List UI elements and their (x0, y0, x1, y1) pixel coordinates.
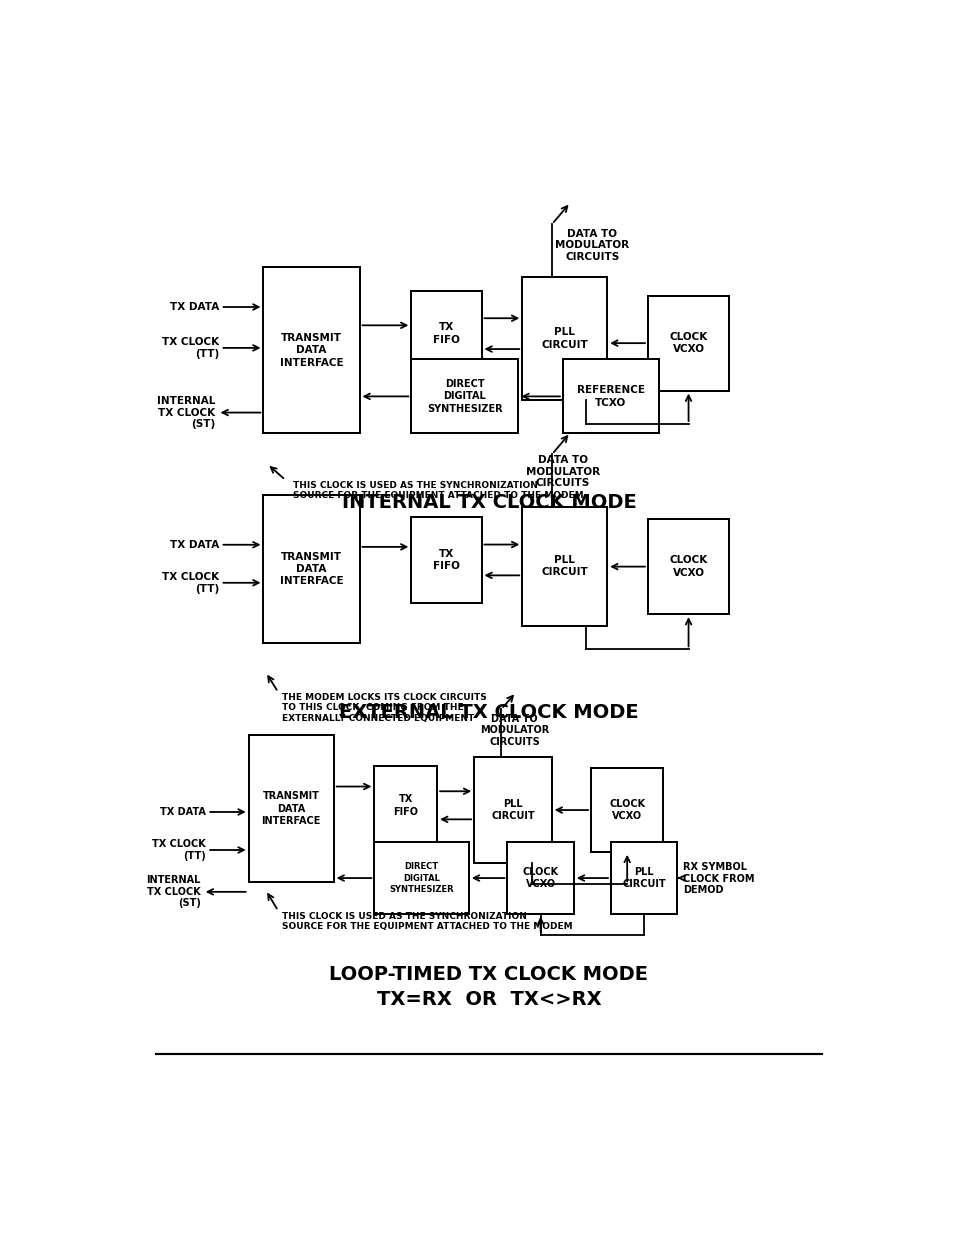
Text: TX
FIFO: TX FIFO (433, 548, 459, 571)
Text: INTERNAL TX CLOCK MODE: INTERNAL TX CLOCK MODE (341, 494, 636, 513)
Bar (590, 768, 662, 852)
Text: LOOP-TIMED TX CLOCK MODE
TX=RX  OR  TX<>RX: LOOP-TIMED TX CLOCK MODE TX=RX OR TX<>RX (329, 965, 648, 1009)
Text: CLOCK
VCXO: CLOCK VCXO (522, 867, 558, 889)
Bar (263, 267, 359, 433)
Text: TX DATA: TX DATA (170, 540, 219, 550)
Text: TX
FIFO: TX FIFO (433, 322, 459, 345)
Text: DATA TO
MODULATOR
CIRCUITS: DATA TO MODULATOR CIRCUITS (525, 454, 599, 488)
Bar (374, 842, 469, 914)
Text: THIS CLOCK IS USED AS THE SYNCHRONIZATION
SOURCE FOR THE EQUIPMENT ATTACHED TO T: THIS CLOCK IS USED AS THE SYNCHRONIZATIO… (282, 911, 572, 931)
Text: DIRECT
DIGITAL
SYNTHESIZER: DIRECT DIGITAL SYNTHESIZER (427, 379, 502, 414)
Text: REFERENCE
TCXO: REFERENCE TCXO (577, 385, 644, 408)
Bar (411, 291, 481, 377)
Text: RX SYMBOL
CLOCK FROM
DEMOD: RX SYMBOL CLOCK FROM DEMOD (682, 862, 753, 895)
Text: PLL
CIRCUIT: PLL CIRCUIT (540, 327, 587, 350)
Bar (647, 519, 728, 614)
Text: INTERNAL
TX CLOCK
(ST): INTERNAL TX CLOCK (ST) (146, 876, 200, 909)
Bar (374, 766, 436, 845)
Text: PLL
CIRCUIT: PLL CIRCUIT (491, 799, 535, 821)
Text: THE MODEM LOCKS ITS CLOCK CIRCUITS
TO THIS CLOCK, COMING FROM THE
EXTERNALLY CON: THE MODEM LOCKS ITS CLOCK CIRCUITS TO TH… (282, 693, 486, 722)
Text: TRANSMIT
DATA
INTERFACE: TRANSMIT DATA INTERFACE (261, 792, 320, 826)
Bar (411, 517, 481, 603)
Bar (249, 735, 334, 882)
Text: CLOCK
VCXO: CLOCK VCXO (669, 556, 707, 578)
Bar (263, 495, 359, 642)
Text: CLOCK
VCXO: CLOCK VCXO (608, 799, 644, 821)
Text: TX CLOCK
(TT): TX CLOCK (TT) (162, 337, 219, 358)
Text: PLL
CIRCUIT: PLL CIRCUIT (621, 867, 665, 889)
Text: TX CLOCK
(TT): TX CLOCK (TT) (152, 840, 206, 861)
Text: PLL
CIRCUIT: PLL CIRCUIT (540, 555, 587, 577)
Text: TX
FIFO: TX FIFO (393, 794, 417, 816)
Text: TX DATA: TX DATA (160, 806, 206, 818)
Bar (474, 757, 551, 863)
Text: EXTERNAL TX CLOCK MODE: EXTERNAL TX CLOCK MODE (338, 703, 639, 721)
Bar (411, 359, 518, 433)
Text: CLOCK
VCXO: CLOCK VCXO (669, 332, 707, 354)
Text: TRANSMIT
DATA
INTERFACE: TRANSMIT DATA INTERFACE (279, 333, 343, 368)
Text: TX CLOCK
(TT): TX CLOCK (TT) (162, 572, 219, 594)
Bar (521, 506, 607, 626)
Text: THIS CLOCK IS USED AS THE SYNCHRONIZATION
SOURCE FOR THE EQUIPMENT ATTACHED TO T: THIS CLOCK IS USED AS THE SYNCHRONIZATIO… (293, 482, 583, 500)
Text: DIRECT
DIGITAL
SYNTHESIZER: DIRECT DIGITAL SYNTHESIZER (389, 862, 454, 894)
Bar (507, 842, 574, 914)
Bar (610, 842, 677, 914)
Text: DATA TO
MODULATOR
CIRCUITS: DATA TO MODULATOR CIRCUITS (479, 714, 549, 747)
Text: DATA TO
MODULATOR
CIRCUITS: DATA TO MODULATOR CIRCUITS (555, 228, 629, 262)
Bar (521, 277, 607, 400)
Text: INTERNAL
TX CLOCK
(ST): INTERNAL TX CLOCK (ST) (157, 396, 215, 430)
Text: TX DATA: TX DATA (170, 303, 219, 312)
Bar (562, 359, 659, 433)
Text: TRANSMIT
DATA
INTERFACE: TRANSMIT DATA INTERFACE (279, 552, 343, 587)
Bar (647, 295, 728, 390)
